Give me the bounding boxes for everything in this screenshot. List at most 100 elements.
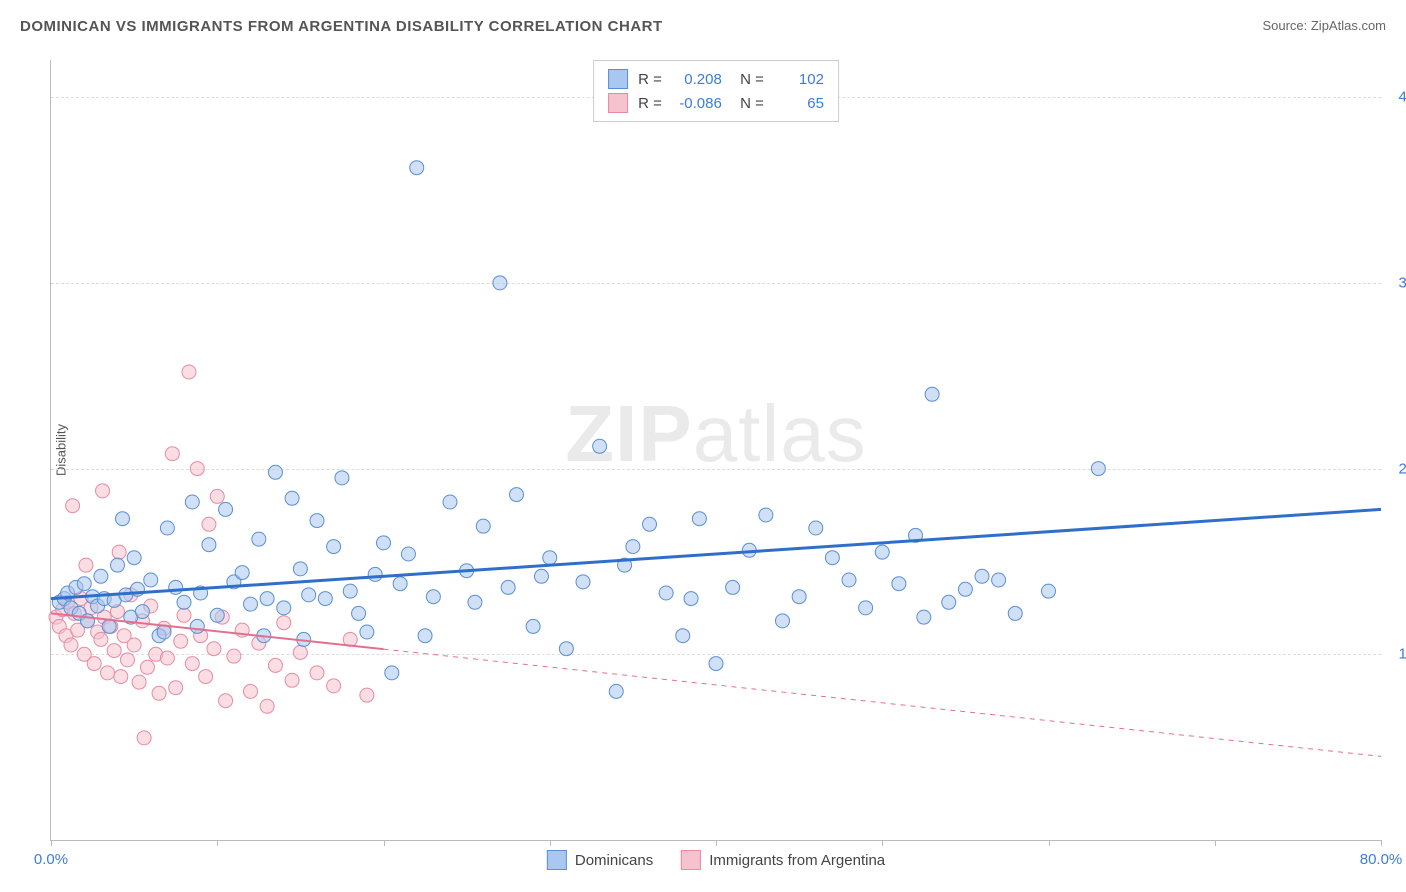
scatter-point	[418, 629, 432, 643]
scatter-point	[112, 545, 126, 559]
scatter-point	[137, 731, 151, 745]
stats-legend: R = 0.208 N = 102 R = -0.086 N = 65	[593, 60, 839, 122]
scatter-point	[659, 586, 673, 600]
scatter-point	[182, 365, 196, 379]
scatter-point	[260, 592, 274, 606]
n-value-argentina: 65	[774, 95, 824, 112]
legend-label-dominicans: Dominicans	[575, 852, 653, 869]
n-label: N =	[732, 95, 764, 112]
scatter-point	[190, 462, 204, 476]
x-tick	[51, 840, 52, 846]
scatter-point	[385, 666, 399, 680]
scatter-point	[144, 573, 158, 587]
scatter-point	[202, 517, 216, 531]
chart-title: DOMINICAN VS IMMIGRANTS FROM ARGENTINA D…	[20, 18, 663, 35]
scatter-point	[393, 577, 407, 591]
scatter-point	[335, 471, 349, 485]
scatter-point	[643, 517, 657, 531]
scatter-point	[310, 514, 324, 528]
scatter-point	[115, 512, 129, 526]
scatter-point	[609, 684, 623, 698]
scatter-point	[174, 634, 188, 648]
x-tick	[384, 840, 385, 846]
y-tick-label: 20.0%	[1386, 460, 1406, 477]
scatter-point	[842, 573, 856, 587]
scatter-point	[809, 521, 823, 535]
x-tick-label: 80.0%	[1360, 851, 1403, 868]
scatter-point	[293, 562, 307, 576]
scatter-point	[185, 657, 199, 671]
scatter-point	[177, 595, 191, 609]
scatter-point	[576, 575, 590, 589]
scatter-point	[377, 536, 391, 550]
scatter-point	[219, 502, 233, 516]
x-tick	[217, 840, 218, 846]
scatter-point	[493, 276, 507, 290]
scatter-point	[327, 540, 341, 554]
scatter-point	[207, 642, 221, 656]
scatter-point	[776, 614, 790, 628]
scatter-point	[79, 558, 93, 572]
scatter-point	[210, 608, 224, 622]
scatter-point	[468, 595, 482, 609]
scatter-point	[626, 540, 640, 554]
plot-area: Disability 10.0%20.0%30.0%40.0% ZIPatlas…	[50, 60, 1381, 841]
scatter-point	[352, 606, 366, 620]
scatter-point	[87, 657, 101, 671]
scatter-point	[293, 645, 307, 659]
r-label: R =	[638, 95, 662, 112]
scatter-point	[268, 465, 282, 479]
scatter-point	[975, 569, 989, 583]
scatter-point	[160, 651, 174, 665]
scatter-point	[676, 629, 690, 643]
legend-item-dominicans: Dominicans	[547, 850, 653, 870]
scatter-point	[107, 644, 121, 658]
scatter-point	[593, 439, 607, 453]
scatter-point	[285, 491, 299, 505]
scatter-point	[792, 590, 806, 604]
scatter-point	[501, 580, 515, 594]
scatter-point	[543, 551, 557, 565]
scatter-point	[120, 653, 134, 667]
scatter-point	[277, 616, 291, 630]
stats-row-dominicans: R = 0.208 N = 102	[608, 67, 824, 91]
scatter-point	[190, 619, 204, 633]
scatter-point	[942, 595, 956, 609]
scatter-point	[244, 684, 258, 698]
swatch-argentina	[608, 93, 628, 113]
legend-item-argentina: Immigrants from Argentina	[681, 850, 885, 870]
scatter-point	[1042, 584, 1056, 598]
scatter-point	[185, 495, 199, 509]
scatter-point	[140, 660, 154, 674]
scatter-point	[825, 551, 839, 565]
scatter-point	[160, 521, 174, 535]
scatter-point	[892, 577, 906, 591]
scatter-point	[343, 584, 357, 598]
source-attribution: Source: ZipAtlas.com	[1262, 18, 1386, 33]
scatter-point	[101, 666, 115, 680]
scatter-point	[268, 658, 282, 672]
scatter-point	[102, 619, 116, 633]
scatter-point	[426, 590, 440, 604]
scatter-point	[401, 547, 415, 561]
r-label: R =	[638, 71, 662, 88]
scatter-point	[709, 657, 723, 671]
series-legend: Dominicans Immigrants from Argentina	[547, 850, 885, 870]
scatter-point	[152, 686, 166, 700]
scatter-point	[559, 642, 573, 656]
scatter-point	[917, 610, 931, 624]
scatter-point	[114, 670, 128, 684]
scatter-point	[410, 161, 424, 175]
scatter-point	[443, 495, 457, 509]
r-value-argentina: -0.086	[672, 95, 722, 112]
scatter-point	[169, 681, 183, 695]
scatter-point	[958, 582, 972, 596]
scatter-point	[210, 489, 224, 503]
scatter-point	[684, 592, 698, 606]
scatter-point	[476, 519, 490, 533]
scatter-point	[127, 551, 141, 565]
x-tick-label: 0.0%	[34, 851, 68, 868]
scatter-point	[510, 488, 524, 502]
scatter-point	[111, 558, 125, 572]
scatter-point	[318, 592, 332, 606]
